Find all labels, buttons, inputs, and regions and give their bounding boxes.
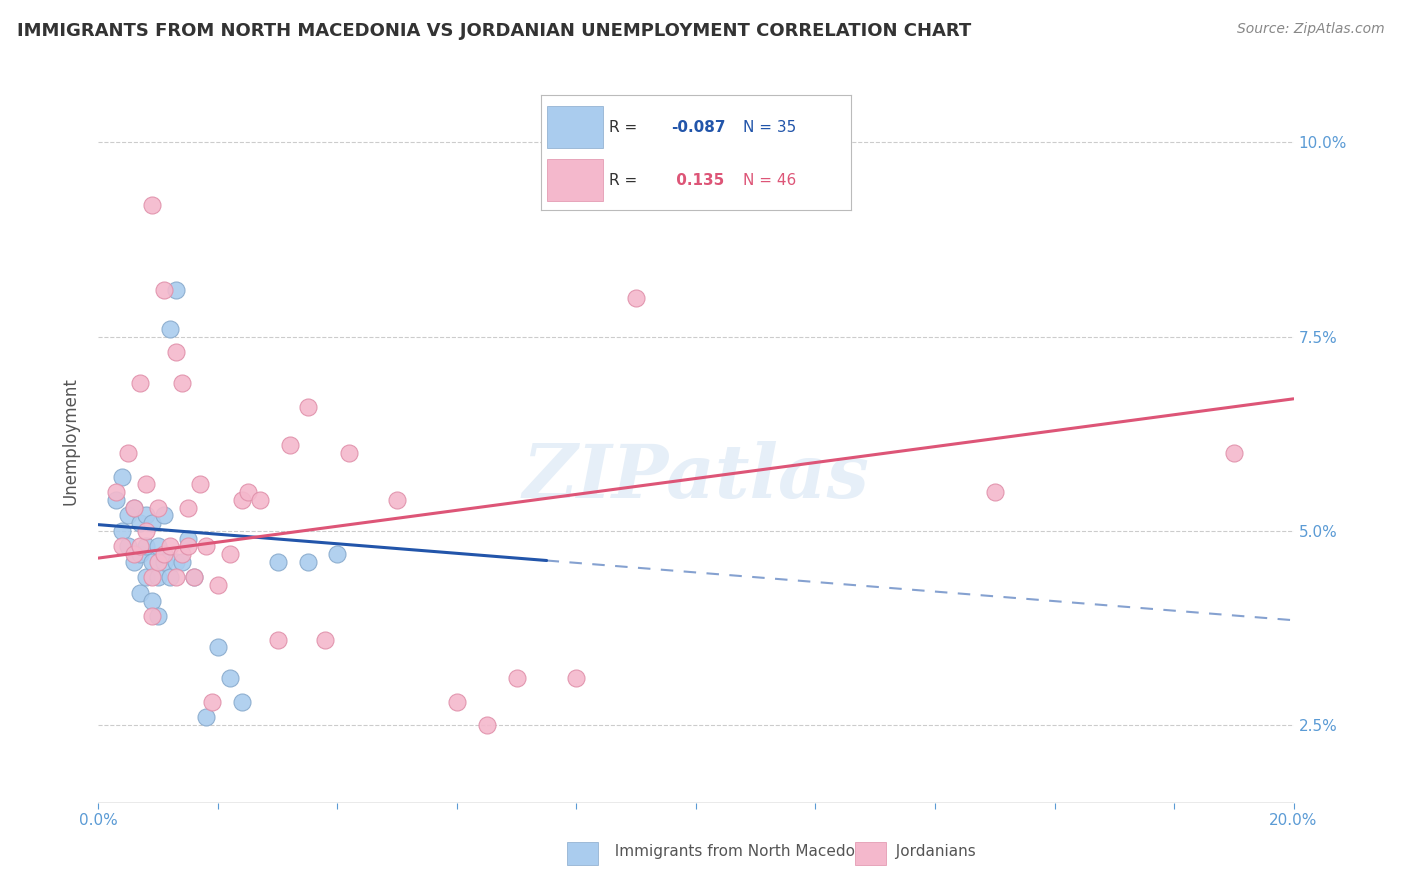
Point: [183, 570, 205, 584]
Point: [231, 695, 253, 709]
Point: [135, 524, 157, 538]
Text: IMMIGRANTS FROM NORTH MACEDONIA VS JORDANIAN UNEMPLOYMENT CORRELATION CHART: IMMIGRANTS FROM NORTH MACEDONIA VS JORDA…: [17, 22, 972, 40]
Point: [165, 345, 187, 359]
Point: [326, 547, 349, 561]
Point: [249, 492, 271, 507]
Point: [148, 540, 170, 554]
Point: [172, 555, 194, 569]
Y-axis label: Unemployment: Unemployment: [62, 377, 80, 506]
Point: [565, 672, 588, 686]
Text: Source: ZipAtlas.com: Source: ZipAtlas.com: [1237, 22, 1385, 37]
Point: [141, 555, 163, 569]
Point: [148, 609, 170, 624]
Point: [129, 376, 152, 391]
Point: [177, 500, 200, 515]
Text: ZIPatlas: ZIPatlas: [523, 442, 869, 514]
Point: [385, 492, 409, 507]
Point: [195, 540, 218, 554]
Point: [153, 283, 176, 297]
Point: [297, 400, 319, 414]
Point: [231, 492, 253, 507]
Point: [105, 492, 128, 507]
Point: [475, 718, 498, 732]
Point: [165, 555, 187, 569]
Point: [111, 540, 134, 554]
Point: [141, 516, 163, 530]
Point: [219, 672, 242, 686]
Point: [111, 524, 134, 538]
Point: [124, 500, 146, 515]
Point: [177, 540, 200, 554]
Point: [117, 446, 139, 460]
Point: [141, 197, 163, 211]
Point: [159, 540, 181, 554]
Point: [148, 500, 170, 515]
Point: [339, 446, 361, 460]
Point: [267, 555, 290, 569]
Point: [219, 547, 242, 561]
Point: [278, 438, 301, 452]
Point: [267, 632, 290, 647]
Point: [183, 570, 205, 584]
Point: [135, 477, 157, 491]
Point: [446, 695, 468, 709]
Point: [141, 594, 163, 608]
Point: [315, 632, 337, 647]
Point: [195, 710, 218, 724]
Text: Immigrants from North Macedonia: Immigrants from North Macedonia: [605, 845, 877, 859]
Point: [165, 283, 187, 297]
Point: [129, 586, 152, 600]
Point: [207, 578, 229, 592]
Point: [148, 570, 170, 584]
Point: [117, 508, 139, 523]
Point: [1223, 446, 1246, 460]
Point: [177, 532, 200, 546]
Point: [153, 547, 176, 561]
Point: [159, 322, 181, 336]
Point: [506, 672, 529, 686]
Point: [172, 547, 194, 561]
Point: [188, 477, 211, 491]
Point: [165, 570, 187, 584]
Point: [141, 570, 163, 584]
Point: [129, 540, 152, 554]
Point: [135, 540, 157, 554]
Point: [129, 547, 152, 561]
Point: [626, 291, 648, 305]
Point: [236, 485, 259, 500]
Point: [135, 508, 157, 523]
Point: [117, 540, 139, 554]
Point: [124, 500, 146, 515]
Text: Jordanians: Jordanians: [886, 845, 976, 859]
Point: [124, 547, 146, 561]
Point: [148, 555, 170, 569]
Point: [129, 516, 152, 530]
Point: [153, 555, 176, 569]
Point: [135, 570, 157, 584]
Point: [207, 640, 229, 655]
Point: [141, 609, 163, 624]
Point: [111, 469, 134, 483]
Point: [159, 570, 181, 584]
Point: [105, 485, 128, 500]
Point: [124, 555, 146, 569]
Point: [595, 159, 617, 173]
Point: [172, 376, 194, 391]
Point: [153, 508, 176, 523]
Point: [297, 555, 319, 569]
Point: [984, 485, 1007, 500]
Point: [201, 695, 224, 709]
